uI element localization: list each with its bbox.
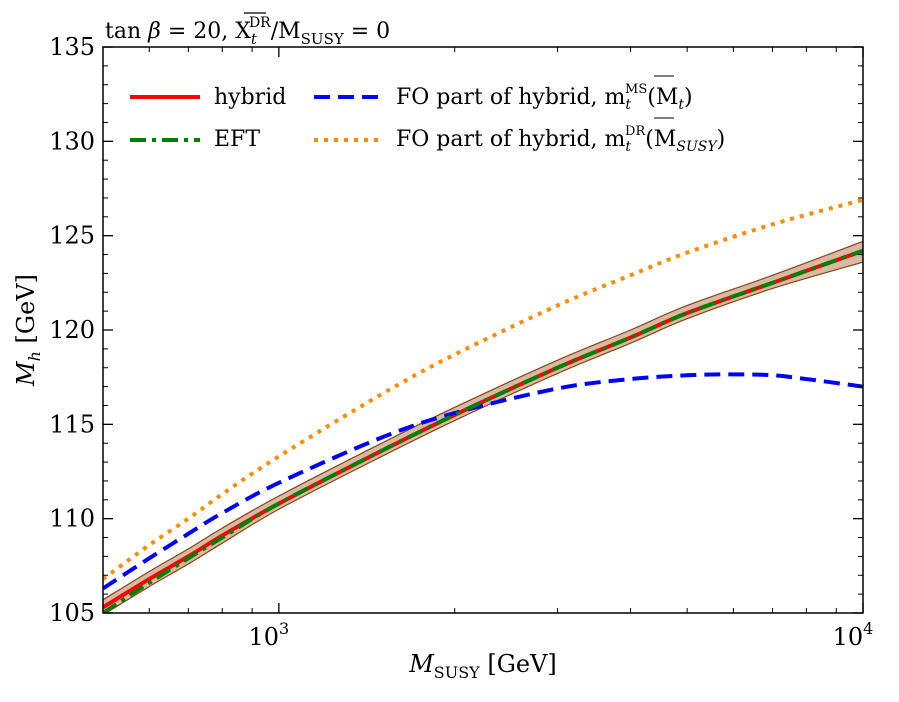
chart-title: tan β = 20, XtDR/MSUSY = 0 — [105, 15, 390, 48]
legend-label-hybrid: hybrid — [214, 85, 286, 110]
y-tick-label: 125 — [49, 222, 95, 250]
x-axis-title: MSUSY [GeV] — [408, 650, 557, 682]
series-fo-dr-line — [103, 197, 863, 581]
x-tick-label: 104 — [833, 619, 874, 651]
x-tick-labels: 103 104 — [248, 619, 873, 651]
series-eft-line — [103, 248, 863, 613]
legend: hybrid EFT FO part of hybrid, mtMS(Mt) F… — [130, 75, 725, 155]
legend-label-fo-dr: FO part of hybrid, mtDR(MSUSY) — [396, 124, 725, 155]
y-tick-label: 115 — [49, 410, 95, 438]
series-fo-ms-line — [103, 372, 863, 591]
series-layer — [103, 197, 863, 613]
band-lower-edge — [104, 261, 863, 613]
y-axis-title: Mh [GeV] — [12, 274, 44, 387]
y-tick-label: 120 — [49, 316, 95, 344]
y-tick-label: 105 — [49, 599, 95, 627]
uncertainty-band — [103, 241, 863, 613]
uncertainty-band-layer — [103, 240, 863, 613]
y-tick-label: 110 — [49, 505, 95, 533]
x-tick-label: 103 — [248, 619, 289, 651]
series-hybrid-line — [103, 248, 863, 610]
y-tick-labels: 105 110 115 120 125 130 135 — [49, 33, 95, 627]
legend-label-eft: EFT — [214, 127, 260, 152]
legend-label-fo-ms: FO part of hybrid, mtMS(Mt) — [396, 82, 693, 113]
ticks-layer — [102, 46, 864, 614]
y-tick-label: 135 — [49, 33, 95, 61]
y-tick-label: 130 — [49, 127, 95, 155]
